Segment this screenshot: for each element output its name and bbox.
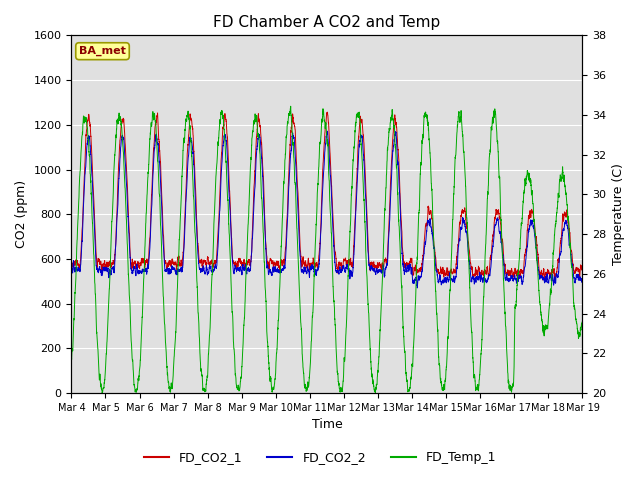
FD_Temp_1 <box>413 257 421 263</box>
FD_CO2_1 <box>68 272 76 278</box>
FD_CO2_1 <box>413 270 420 276</box>
FD_Temp_1 <box>308 330 316 336</box>
FD_Temp_1 <box>159 294 167 300</box>
Legend: FD_CO2_1, FD_CO2_2, FD_Temp_1: FD_CO2_1, FD_CO2_2, FD_Temp_1 <box>139 446 501 469</box>
FD_CO2_2 <box>442 276 449 282</box>
FD_CO2_2 <box>308 264 316 270</box>
FD_CO2_2 <box>413 285 421 291</box>
FD_CO2_1 <box>442 272 449 277</box>
FD_CO2_2 <box>470 281 478 287</box>
FD_Temp_1 <box>287 103 294 109</box>
Text: BA_met: BA_met <box>79 46 126 56</box>
FD_CO2_1 <box>323 109 331 115</box>
FD_Temp_1 <box>579 318 586 324</box>
FD_CO2_2 <box>68 268 76 274</box>
FD_CO2_2 <box>159 241 167 247</box>
FD_Temp_1 <box>470 372 478 377</box>
Line: FD_Temp_1: FD_Temp_1 <box>72 106 582 393</box>
FD_CO2_2 <box>413 283 420 288</box>
FD_CO2_2 <box>579 279 586 285</box>
FD_CO2_1 <box>579 263 586 268</box>
FD_CO2_2 <box>578 279 586 285</box>
FD_Temp_1 <box>578 323 586 328</box>
FD_CO2_1 <box>539 277 547 283</box>
Y-axis label: CO2 (ppm): CO2 (ppm) <box>15 180 28 248</box>
X-axis label: Time: Time <box>312 419 342 432</box>
Title: FD Chamber A CO2 and Temp: FD Chamber A CO2 and Temp <box>213 15 440 30</box>
FD_CO2_1 <box>159 231 167 237</box>
Y-axis label: Temperature (C): Temperature (C) <box>612 163 625 265</box>
FD_Temp_1 <box>442 376 449 382</box>
FD_Temp_1 <box>68 353 76 359</box>
FD_CO2_2 <box>323 128 331 134</box>
FD_CO2_1 <box>470 273 478 278</box>
FD_CO2_1 <box>578 266 586 272</box>
Line: FD_CO2_1: FD_CO2_1 <box>72 112 582 280</box>
FD_Temp_1 <box>99 390 106 396</box>
FD_CO2_1 <box>308 262 316 268</box>
Line: FD_CO2_2: FD_CO2_2 <box>72 131 582 288</box>
